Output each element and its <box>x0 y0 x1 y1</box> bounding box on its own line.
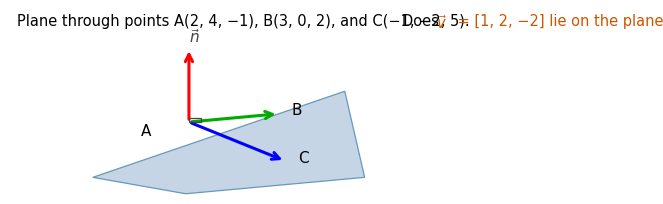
Text: $\vec{v}$: $\vec{v}$ <box>436 14 447 32</box>
Text: B: B <box>292 103 302 118</box>
Text: $\vec{n}$: $\vec{n}$ <box>189 28 200 46</box>
Text: A: A <box>141 123 151 138</box>
Text: C: C <box>298 151 309 166</box>
Text: Plane through points A(2, 4, −1), B(3, 0, 2), and C(−1, −2, 5).: Plane through points A(2, 4, −1), B(3, 0… <box>17 14 469 29</box>
Text: Does: Does <box>402 14 444 29</box>
Text: = [1, 2, −2] lie on the plane?: = [1, 2, −2] lie on the plane? <box>453 14 663 29</box>
Polygon shape <box>93 92 365 194</box>
